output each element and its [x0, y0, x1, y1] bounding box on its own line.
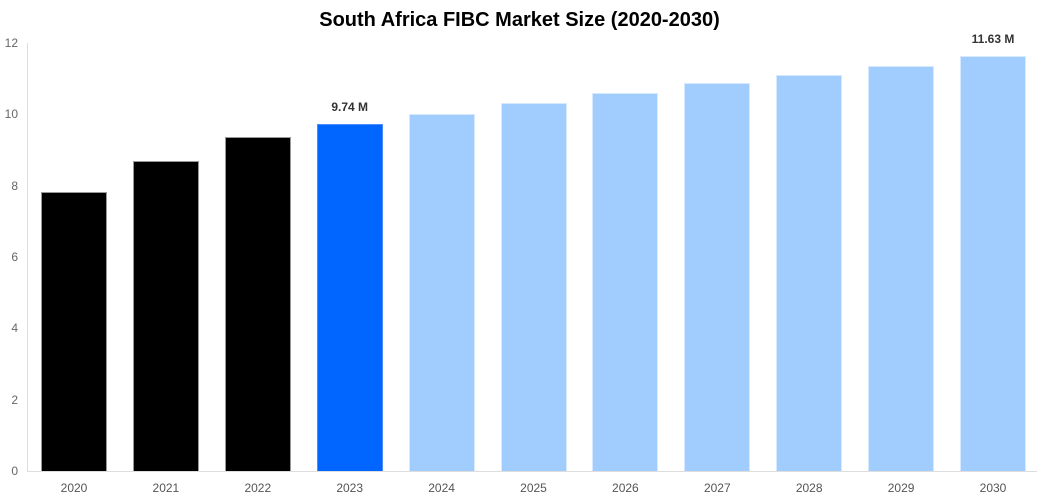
bar-2023	[316, 123, 383, 471]
y-tick-label: 10	[4, 107, 18, 122]
x-tick-label: 2023	[336, 481, 364, 495]
x-tick-label: 2026	[612, 481, 639, 495]
x-tick-label: 2024	[428, 481, 455, 495]
y-tick-label: 12	[4, 36, 18, 50]
bar-2028	[776, 74, 843, 471]
x-tick-label: 2020	[60, 481, 88, 495]
y-tick-label: 0	[11, 464, 18, 478]
x-axis-line	[27, 471, 1037, 472]
y-axis-line	[27, 43, 28, 471]
bar-2024	[408, 113, 475, 471]
data-label: 11.63 M	[971, 32, 1015, 47]
bar-2030	[960, 56, 1026, 471]
bar-2022	[224, 137, 291, 471]
x-tick-label: 2028	[795, 481, 823, 495]
x-tick-label: 2025	[520, 481, 547, 495]
bar-2029	[868, 65, 935, 471]
data-label: 9.74 M	[331, 99, 369, 114]
bar-2026	[592, 93, 659, 471]
x-tick-label: 2030	[979, 481, 1007, 495]
x-tick-label: 2027	[703, 481, 731, 495]
x-tick-label: 2029	[887, 481, 915, 495]
chart-title: South Africa FIBC Market Size (2020-2030…	[319, 9, 720, 31]
bar-2020	[41, 192, 107, 471]
x-tick-label: 2021	[152, 481, 180, 495]
bar-2027	[684, 83, 751, 471]
y-tick-label: 6	[11, 250, 18, 264]
bar-2025	[500, 102, 567, 471]
y-tick-label: 8	[11, 178, 18, 193]
y-tick-label: 2	[11, 392, 18, 407]
bar-2021	[132, 161, 199, 471]
x-tick-label: 2022	[244, 481, 272, 495]
y-tick-label: 4	[11, 321, 18, 336]
